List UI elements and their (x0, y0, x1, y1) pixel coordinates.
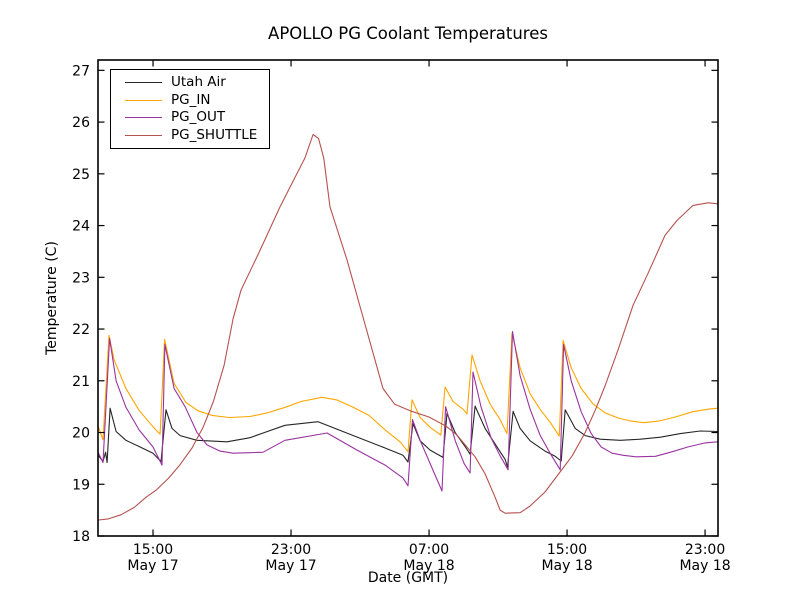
x-tick-label-time: 07:00 (409, 542, 449, 558)
x-tick-label-date: May 17 (127, 558, 178, 574)
x-tick-label-date: May 17 (265, 558, 316, 574)
legend-item: PG_IN (125, 92, 257, 110)
legend-line-sample (125, 82, 162, 84)
x-tick-label-time: 15:00 (547, 542, 587, 558)
series-line-utah-air (97, 405, 719, 468)
x-axis-label: Date (GMT) (367, 570, 449, 586)
y-tick-label: 20 (72, 426, 90, 442)
legend-item: PG_OUT (125, 109, 257, 127)
y-tick-label: 22 (72, 322, 90, 338)
legend-label: PG_OUT (171, 109, 226, 125)
legend-line-sample (125, 99, 162, 101)
legend-label: PG_IN (171, 91, 211, 108)
y-tick-label: 26 (72, 115, 90, 131)
x-tick-label-time: 23:00 (685, 542, 725, 558)
legend-label: Utah Air (171, 74, 226, 90)
legend-label: PG_SHUTTLE (171, 126, 258, 143)
y-tick-label: 27 (72, 63, 90, 79)
x-tick-label-date: May 18 (403, 558, 454, 574)
y-tick-label: 25 (72, 167, 90, 183)
chart-title: APOLLO PG Coolant Temperatures (268, 24, 548, 43)
legend-line-sample (125, 134, 162, 136)
y-tick-label: 19 (72, 477, 90, 493)
x-tick-label-date: May 18 (541, 558, 592, 574)
y-axis-label: Temperature (C) (44, 241, 60, 355)
series-line-pg_out (97, 331, 719, 492)
series-line-pg_in (97, 332, 719, 453)
y-tick-label: 23 (72, 270, 90, 286)
legend-item: PG_SHUTTLE (125, 127, 257, 145)
legend-line-sample (125, 117, 162, 119)
y-tick-label: 21 (72, 374, 90, 390)
x-tick-label-time: 15:00 (133, 542, 173, 558)
x-tick-label-time: 23:00 (271, 542, 311, 558)
legend: Utah Air PG_IN PG_OUT PG_SHUTTLE (110, 69, 271, 149)
x-tick-label-date: May 18 (679, 558, 730, 574)
y-tick-label: 18 (72, 529, 90, 545)
series-line-pg_shuttle (97, 133, 719, 521)
axis-frame (97, 59, 719, 537)
legend-item: Utah Air (125, 74, 257, 92)
y-tick-label: 24 (72, 219, 90, 235)
